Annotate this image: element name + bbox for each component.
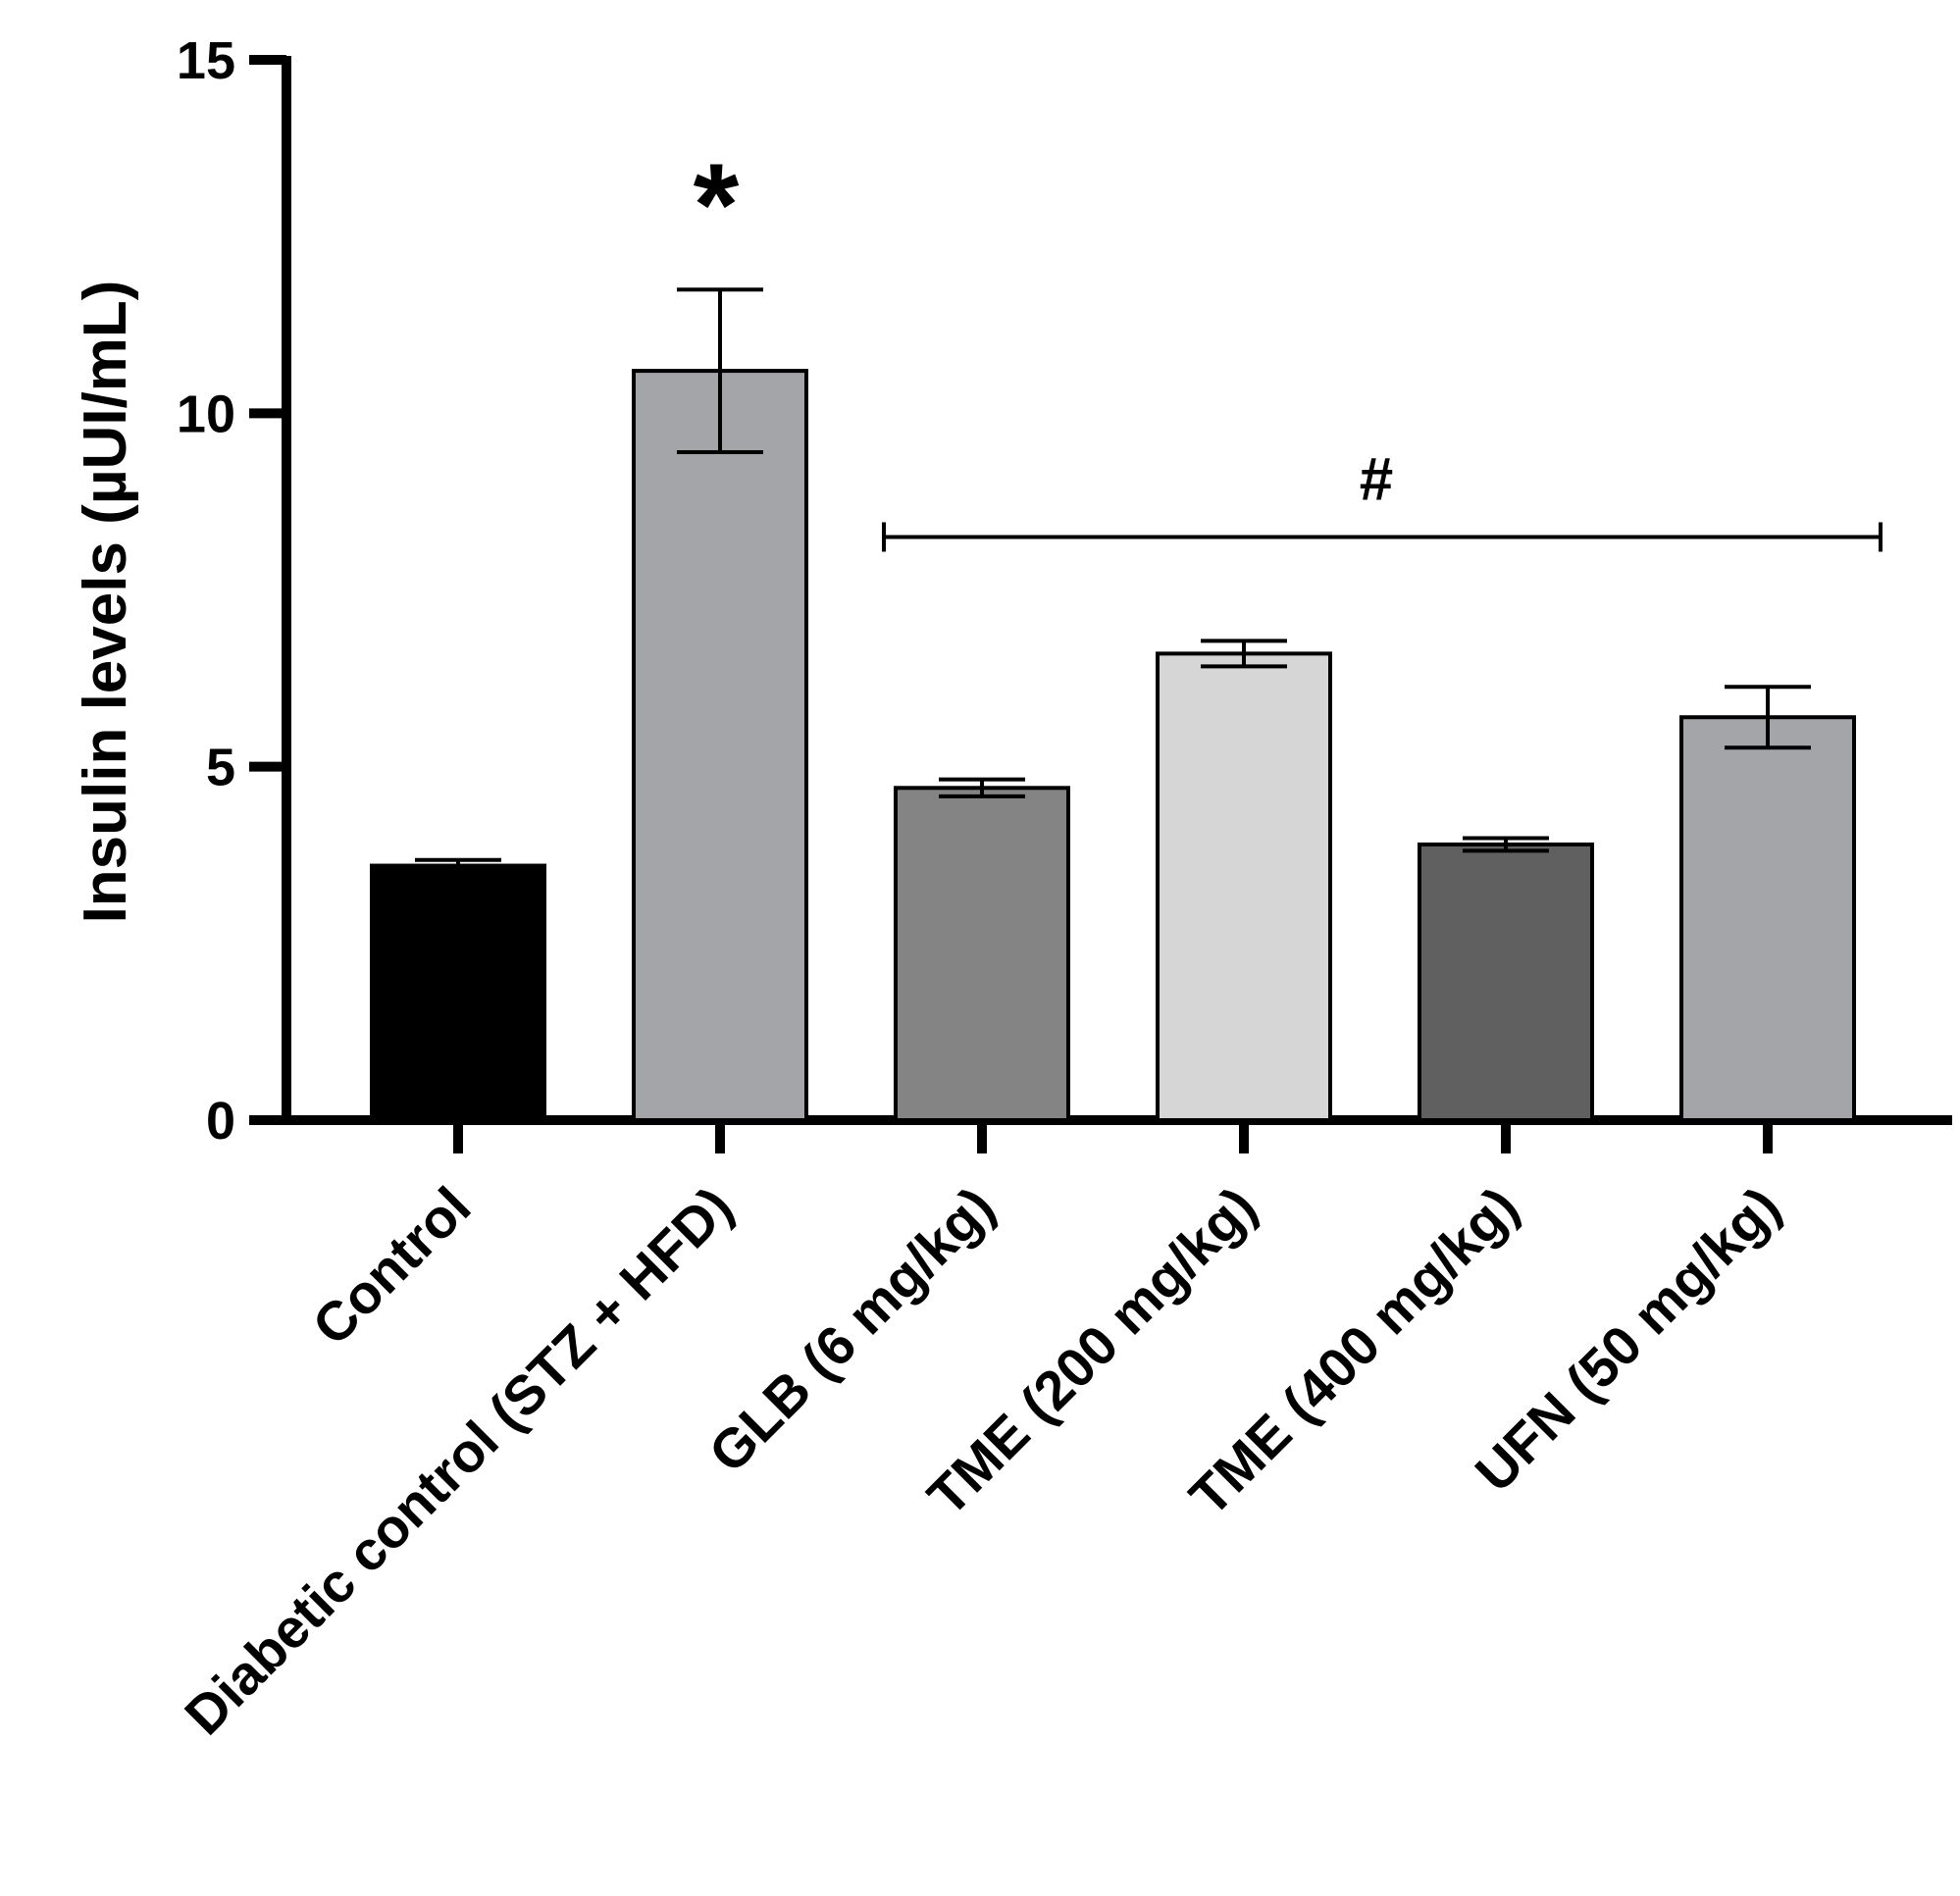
y-tick-label: 10 (177, 384, 235, 443)
bar (632, 369, 808, 1122)
significance-star: * (694, 139, 740, 271)
y-axis-ticks: 0 5 10 15 (177, 31, 286, 1151)
significance-hash: # (1360, 445, 1393, 513)
bar (1156, 651, 1332, 1122)
annotations: *# (694, 139, 1883, 552)
x-category-label: Diabetic control (STZ + HFD) (173, 1175, 744, 1746)
error-bars (415, 287, 1811, 874)
y-tick-label: 15 (177, 31, 235, 90)
x-category-label: GLB (6 mg/kg) (696, 1175, 1006, 1484)
axes (282, 56, 1952, 1125)
bar (1679, 715, 1856, 1122)
x-category-label: Control (300, 1175, 482, 1357)
y-tick-label: 0 (206, 1092, 235, 1151)
y-tick-label: 5 (206, 739, 235, 797)
bars (370, 369, 1856, 1123)
bar (1418, 842, 1594, 1122)
bar (894, 786, 1070, 1123)
bar (370, 863, 546, 1122)
y-axis-title: Insulin levels (µUI/mL) (72, 281, 139, 924)
